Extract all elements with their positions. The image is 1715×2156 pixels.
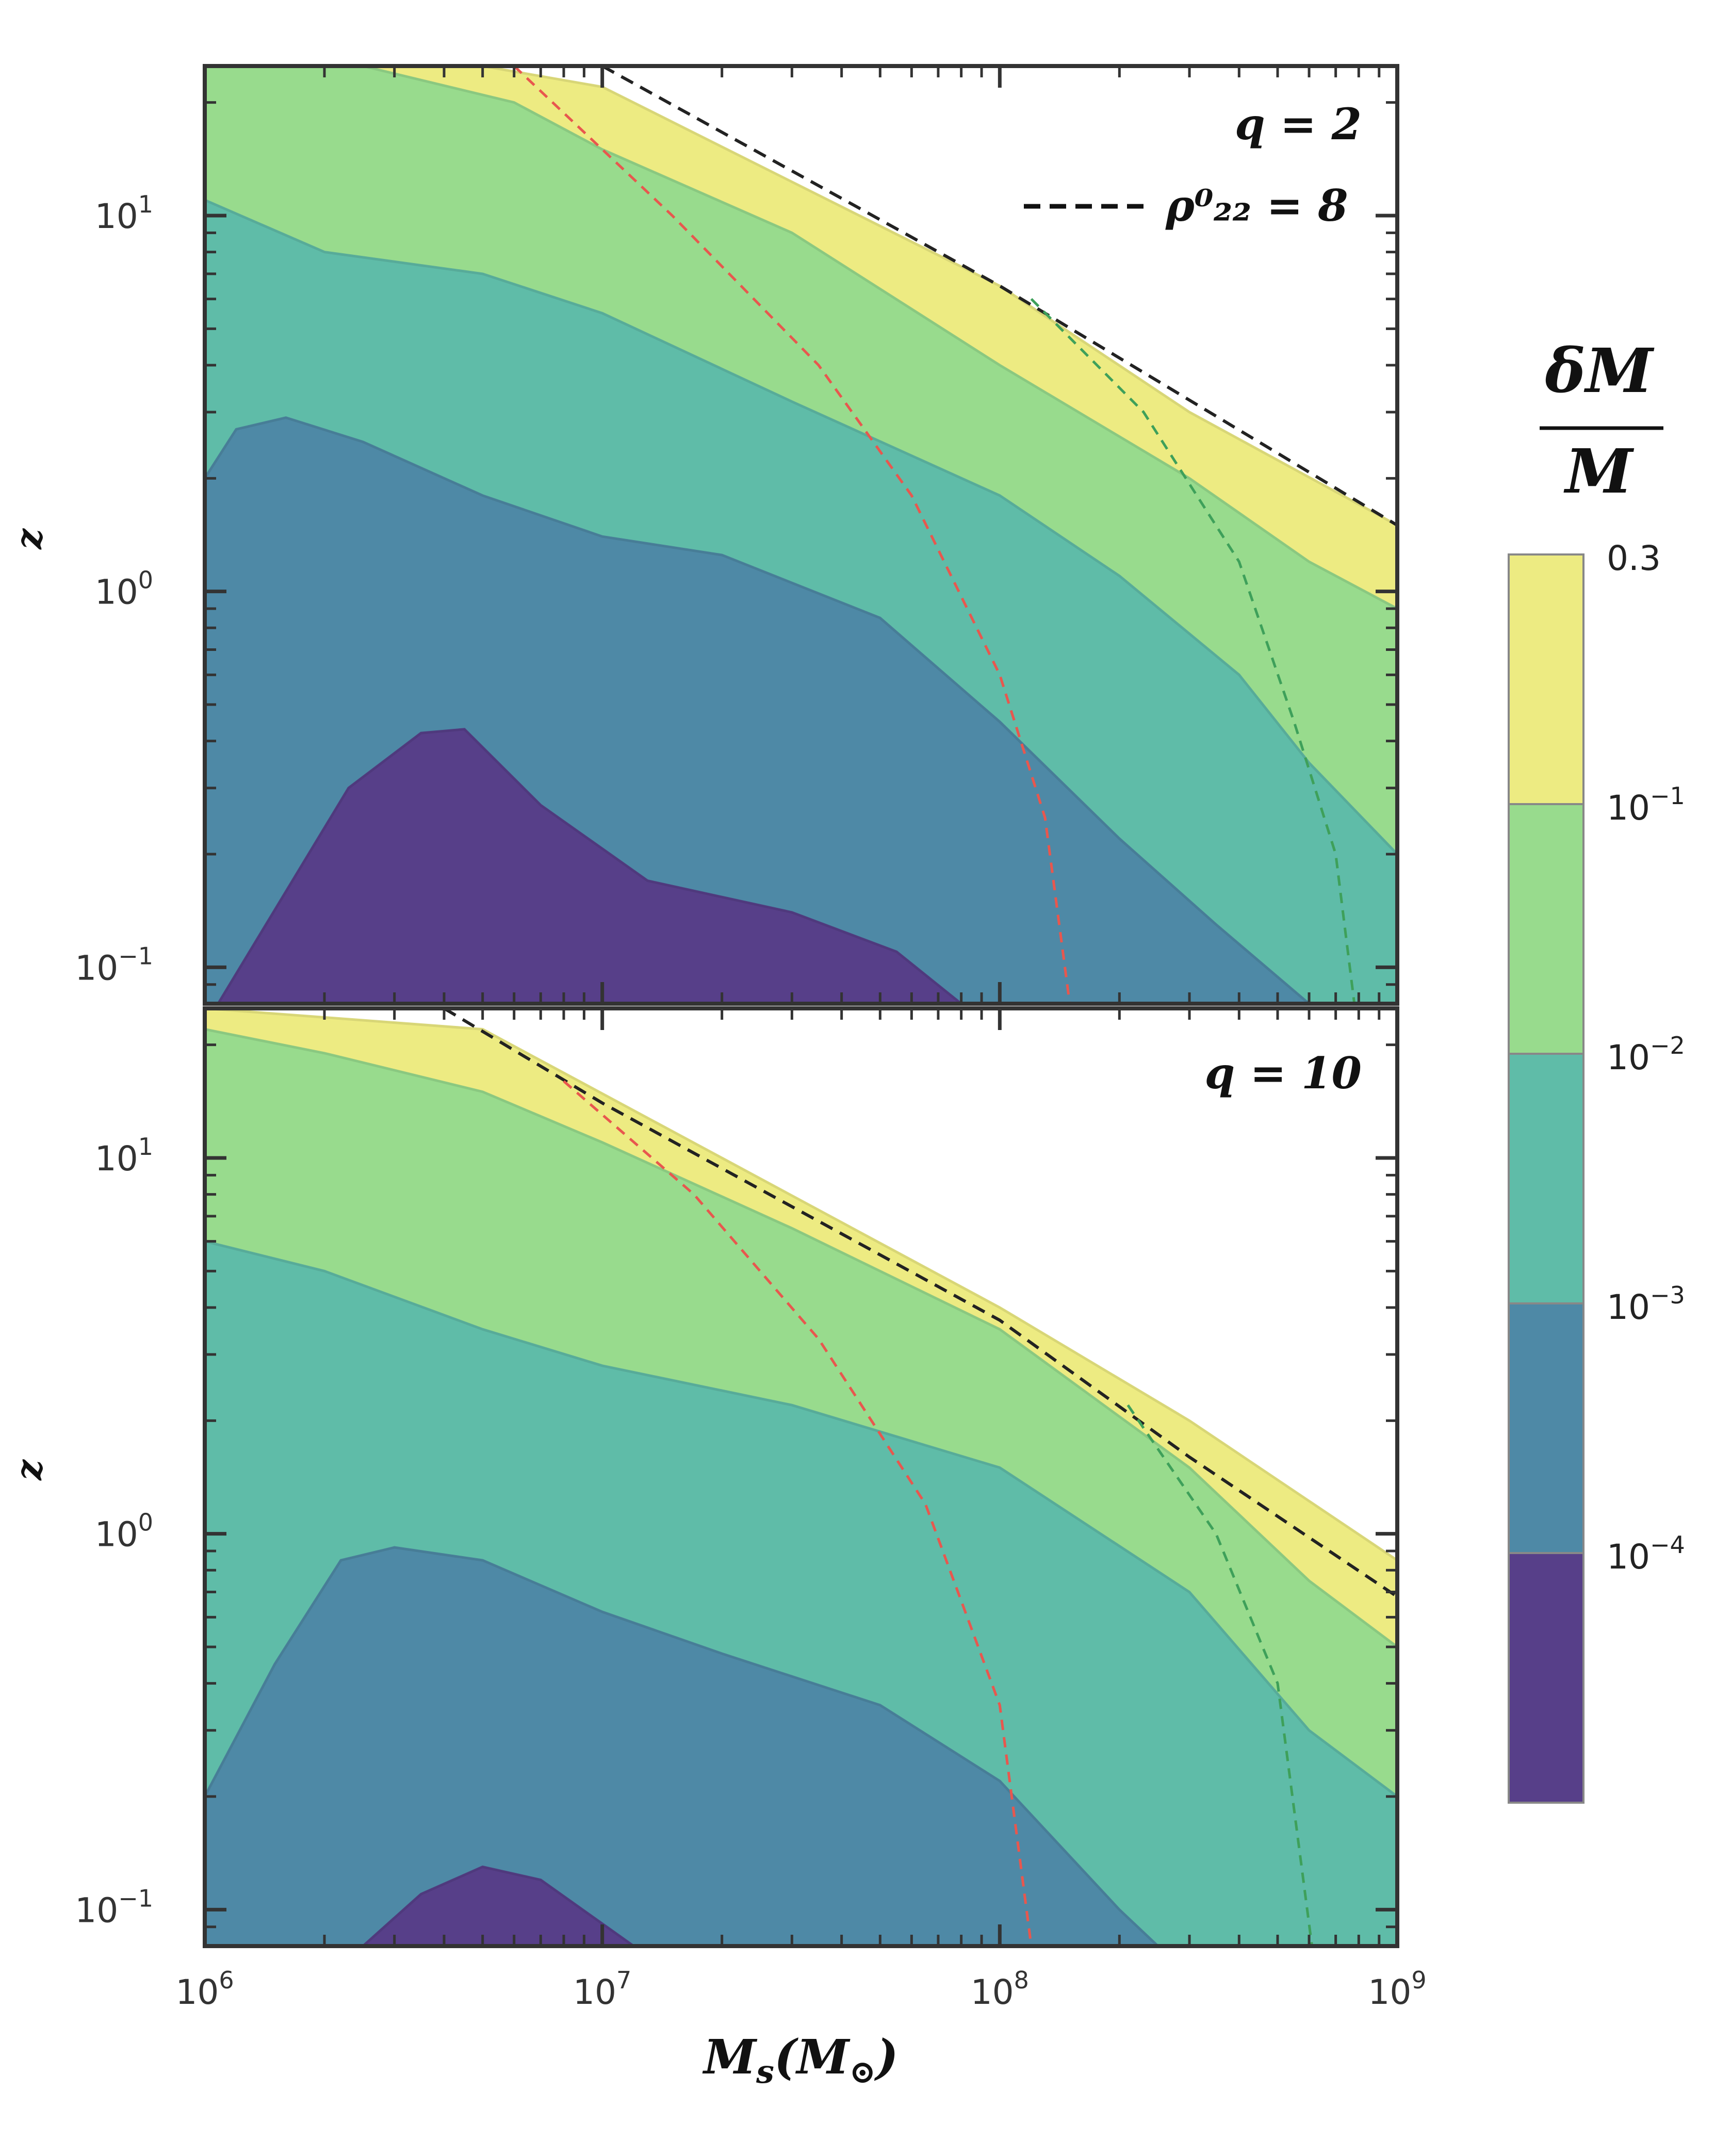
contour-edge-blue — [205, 416, 1310, 1004]
y-tick-label: 100 — [95, 566, 153, 612]
green-curve-line — [1030, 298, 1356, 1004]
colorbar-band-purple — [1509, 1553, 1583, 1803]
x-tick-label: 107 — [573, 1966, 631, 2012]
y-tick-label: 101 — [95, 190, 153, 236]
x-tick-label: 108 — [971, 1966, 1029, 2012]
top-axes: 100 101 10−1 — [75, 64, 1399, 1006]
colorbar-tick-label: 0.3 — [1607, 538, 1661, 578]
colorbar-band-yellow — [1509, 554, 1583, 804]
colorbar-band-green — [1509, 804, 1583, 1054]
---------boundary-line — [601, 66, 1397, 527]
x-tick-label: 109 — [1368, 1966, 1426, 2012]
contour-edge-blue — [205, 1546, 1159, 1946]
contour-edge-yellow — [205, 1008, 1397, 1562]
contour-edge-green — [205, 1028, 1397, 1648]
contour-edge-purple — [362, 1865, 635, 1946]
axes-frame — [203, 64, 1399, 1006]
top-panel — [205, 66, 1397, 1004]
colorbar-tick-label: 10−2 — [1607, 1032, 1685, 1077]
q10-annotation: q = 10 — [1205, 1048, 1362, 1099]
green-curve-line — [1126, 1404, 1314, 1946]
top-ylabel: z — [7, 528, 50, 550]
---------boundary-line — [443, 1008, 1397, 1598]
red-curve-line — [513, 66, 1071, 1004]
colorbar-band-teal — [1509, 1054, 1583, 1303]
y-tick-label: 10−1 — [75, 1884, 153, 1930]
q2-annotation: q = 2 — [1235, 99, 1362, 150]
red-curve-line — [563, 1080, 1033, 1946]
y-tick-label: 10−1 — [75, 942, 153, 988]
x-tick-label: 106 — [175, 1966, 234, 2012]
colorbar-title-numerator: δM — [1544, 335, 1655, 406]
y-tick-label: 100 — [95, 1509, 153, 1555]
bottom-panel — [205, 1008, 1397, 1946]
colorbar-title-denominator: M — [1563, 435, 1635, 507]
contour-edge-teal — [205, 1240, 1397, 1798]
bottom-ylabel: z — [7, 1459, 50, 1481]
colorbar-tick-label: 10−4 — [1607, 1531, 1685, 1577]
colorbar-tick-label: 10−1 — [1607, 782, 1685, 828]
xlabel: Ms(M⊙) — [702, 2029, 899, 2090]
y-tick-label: 101 — [95, 1133, 153, 1179]
colorbar-tick-label: 10−3 — [1607, 1281, 1685, 1327]
colorbar: 0.3 10−1 10−2 10−3 10−4 — [1508, 538, 1685, 1804]
contour-edge-yellow — [482, 66, 1397, 527]
contour-edge-green — [363, 66, 1397, 610]
colorbar-frame — [1508, 553, 1585, 1804]
legend-label: ρ⁰₂₂ = 8 — [1165, 180, 1348, 231]
axes-frame — [203, 1006, 1399, 1948]
colorbar-band-blue — [1509, 1303, 1583, 1553]
contour-edge-teal — [205, 199, 1397, 855]
contour-edge-purple — [217, 728, 962, 1004]
bottom-axes: 100 101 10−1 106 107 108 109 — [75, 1006, 1427, 2012]
